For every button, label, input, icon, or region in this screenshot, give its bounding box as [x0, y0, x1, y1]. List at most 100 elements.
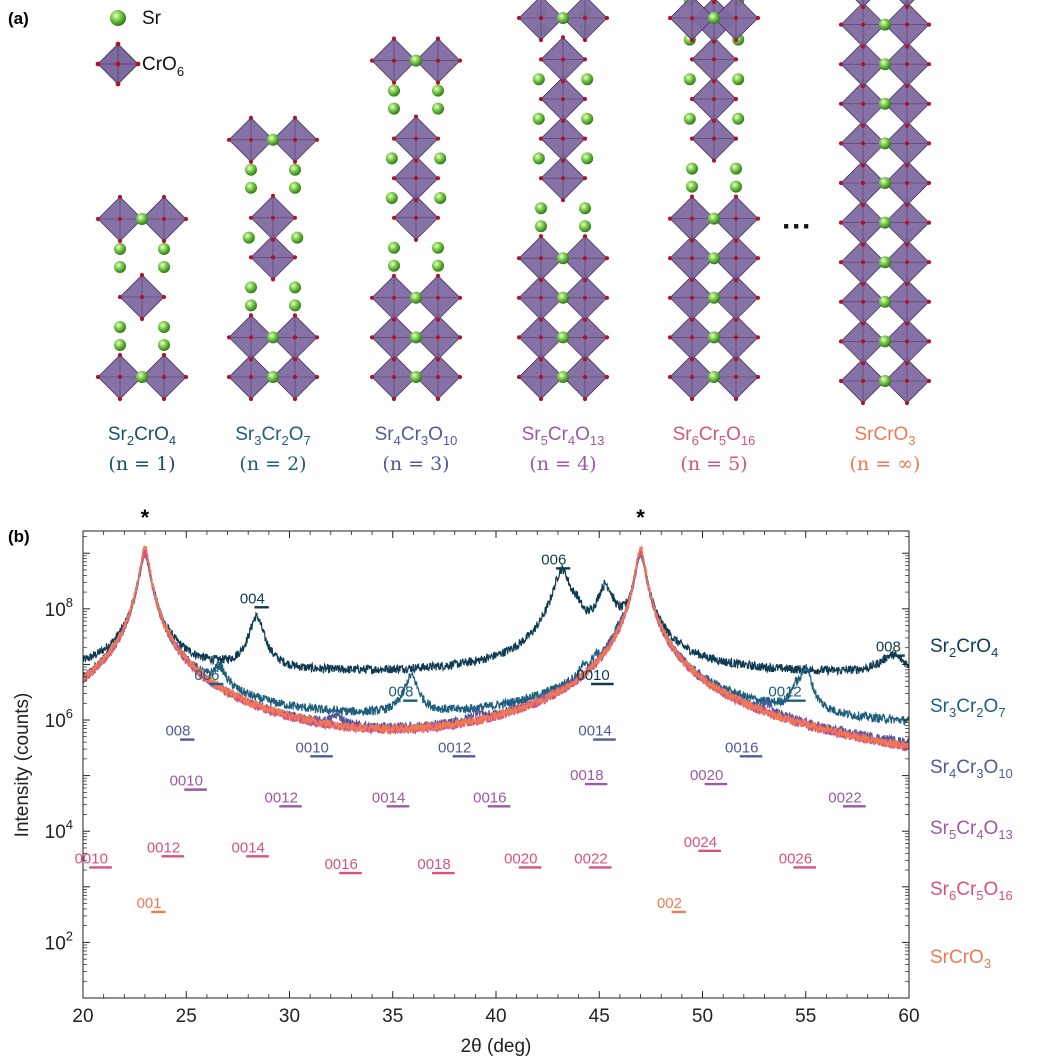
svg-text:0016: 0016	[473, 789, 506, 806]
svg-text:0012: 0012	[265, 789, 298, 806]
series-legend: Sr2CrO4 Sr3Cr2O7 Sr4Cr3O10 Sr5Cr4O13 Sr6Cr5O…	[930, 636, 1013, 971]
x-tick-label: 55	[795, 1006, 816, 1027]
structure-label-n-3: Sr4Cr3O10 (n = 3)	[375, 424, 458, 475]
n-value-label: (n = 3)	[382, 453, 449, 475]
reflection-label: 0014	[578, 723, 616, 741]
structure-label-n-1: Sr2CrO4 (n = 1)	[108, 424, 176, 475]
svg-text:0024: 0024	[684, 834, 717, 851]
reflection-label: 0022	[574, 850, 612, 869]
legend-sr: Sr	[110, 8, 162, 29]
svg-text:006: 006	[541, 551, 566, 568]
reflection-label: 0016	[725, 739, 763, 758]
reflection-label: 008	[165, 723, 195, 741]
structure-label-n-4: Sr5Cr4O13 (n = 4)	[522, 424, 605, 475]
svg-text:0012: 0012	[147, 839, 180, 856]
reflection-label: 008	[388, 684, 418, 702]
svg-text:0016: 0016	[725, 739, 758, 756]
svg-text:0022: 0022	[574, 850, 607, 867]
svg-text:0012: 0012	[768, 684, 801, 701]
xrd-series-line-6	[83, 544, 909, 749]
svg-text:0020: 0020	[690, 767, 723, 784]
y-tick-label: 106	[45, 706, 73, 732]
structure-label-n-5: Sr6Cr5O16 (n = 5)	[673, 424, 756, 475]
reflection-label: 0010	[170, 773, 207, 791]
structure-n-5	[667, 0, 761, 402]
formula-label: Sr5Cr4O13	[522, 424, 605, 448]
formula-label: Sr4Cr3O10	[375, 424, 458, 448]
legend-entry: Sr2CrO4	[930, 636, 998, 660]
svg-text:0018: 0018	[570, 767, 603, 784]
y-tick-label: 108	[45, 595, 73, 621]
structure-n-6	[838, 0, 932, 406]
panel-b-xrd-chart: (b) 20 25 30 35 40 45 50 55 60 102 104 106 108 * * 004…	[8, 505, 1013, 1057]
structure-label-n-2: Sr3Cr2O7 (n = 2)	[235, 424, 311, 475]
svg-text:0014: 0014	[232, 839, 265, 856]
svg-text:008: 008	[165, 723, 190, 740]
svg-text:006: 006	[194, 667, 219, 684]
structure-n-1	[95, 194, 189, 402]
legend-sr-label: Sr	[142, 8, 162, 29]
svg-text:0014: 0014	[578, 723, 611, 740]
reflection-label: 0022	[828, 789, 866, 808]
reflection-label: 002	[657, 895, 686, 914]
formula-label: Sr3Cr2O7	[235, 424, 311, 448]
plot-frame	[82, 530, 910, 999]
legend-cro6: CrO6	[95, 41, 184, 87]
axes: 20 25 30 35 40 45 50 55 60 102 104 106 108 * *	[45, 505, 920, 1027]
reflection-label: 0014	[232, 839, 269, 858]
svg-text:0018: 0018	[417, 856, 450, 873]
panel-a-crystal-structures: (a) Sr CrO6 ··· Sr2CrO4 (n = 1) Sr3Cr2O7 (n…	[8, 0, 932, 475]
panel-a-label: (a)	[8, 9, 29, 28]
svg-text:0020: 0020	[504, 850, 537, 867]
svg-text:0016: 0016	[324, 856, 357, 873]
legend-entry: Sr4Cr3O10	[930, 757, 1013, 781]
reflection-label: 0010	[296, 739, 333, 758]
x-tick-label: 30	[279, 1006, 300, 1027]
substrate-peak-marker: *	[636, 505, 645, 530]
svg-text:0026: 0026	[779, 850, 812, 867]
legend-entry: Sr5Cr4O13	[930, 818, 1013, 842]
structure-n-3	[369, 36, 463, 402]
svg-text:0012: 0012	[438, 739, 471, 756]
x-tick-label: 35	[382, 1006, 403, 1027]
n-value-label: (n = 1)	[108, 453, 175, 475]
formula-label: Sr6Cr5O16	[673, 424, 756, 448]
reflection-label: 0012	[438, 739, 476, 758]
xrd-series	[83, 544, 909, 752]
reflection-label: 0020	[504, 850, 542, 869]
x-tick-label: 40	[485, 1006, 506, 1027]
svg-text:0022: 0022	[828, 789, 861, 806]
reflection-label: 001	[137, 895, 166, 914]
svg-text:0014: 0014	[372, 789, 405, 806]
y-tick-label: 104	[45, 817, 73, 843]
structure-n-2	[226, 115, 320, 402]
sr-atom-icon	[110, 10, 126, 26]
reflection-label: 006	[194, 667, 224, 686]
reflection-label: 0014	[372, 789, 410, 808]
reflection-label: 0010	[576, 667, 614, 686]
x-tick-label: 25	[176, 1006, 197, 1027]
formula-label: Sr2CrO4	[108, 424, 176, 448]
reflection-labels: 004 006 0010 008 006 008 0012 008 0010 0012 0014 00…	[75, 551, 905, 914]
svg-text:0010: 0010	[576, 667, 609, 684]
x-tick-label: 60	[898, 1006, 919, 1027]
structure-models	[95, 0, 932, 406]
structure-n-4	[516, 0, 610, 402]
substrate-peak-marker: *	[141, 505, 150, 530]
svg-text:004: 004	[240, 590, 265, 607]
reflection-label: 0010	[75, 850, 112, 869]
reflection-label: 0012	[768, 684, 806, 702]
xrd-series-line-2	[83, 549, 909, 726]
reflection-label: 004	[240, 590, 269, 609]
reflection-label: 006	[541, 551, 571, 570]
cro6-octahedron-icon	[95, 41, 141, 87]
n-value-label: (n = ∞)	[850, 453, 921, 475]
formula-label: SrCrO3	[854, 424, 915, 448]
x-tick-label: 50	[692, 1006, 713, 1027]
legend-entry: Sr3Cr2O7	[930, 696, 1006, 720]
reflection-label: 0016	[324, 856, 362, 875]
x-axis-label: 2θ (deg)	[461, 1036, 532, 1057]
x-tick-label: 20	[72, 1006, 93, 1027]
svg-text:002: 002	[657, 895, 682, 912]
